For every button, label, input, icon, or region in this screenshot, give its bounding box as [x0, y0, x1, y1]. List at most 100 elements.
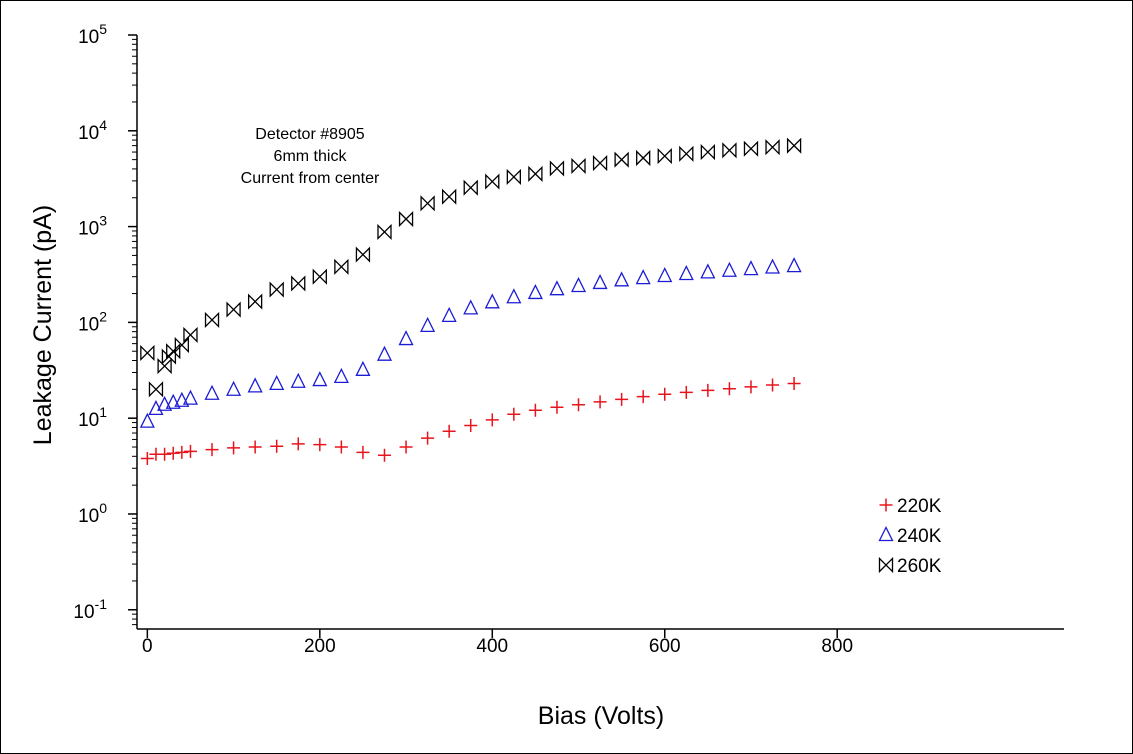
- data-point: [269, 281, 284, 298]
- x-tick-label: 0: [142, 636, 153, 657]
- data-point: [765, 139, 780, 156]
- data-point: [700, 263, 716, 279]
- legend-item-220k: 220K: [879, 496, 942, 517]
- x-tick-label: 600: [649, 636, 681, 657]
- data-point: [766, 378, 780, 392]
- series-260k: [140, 137, 802, 398]
- data-point: [270, 439, 284, 453]
- data-point: [615, 392, 629, 406]
- data-point: [421, 431, 435, 445]
- tick-labels: 0 200 400 600 800 10-1 100 101 102 103 104 105: [73, 21, 853, 657]
- data-point: [205, 443, 219, 457]
- series-240k: [139, 257, 802, 428]
- data-point: [377, 223, 392, 240]
- data-point: [166, 343, 181, 360]
- legend: 220K 240K 260K: [878, 496, 942, 577]
- data-point: [174, 391, 190, 407]
- data-point: [148, 399, 164, 416]
- data-point: [204, 384, 220, 400]
- annotation-line-2: 6mm thick: [274, 148, 348, 165]
- legend-marker-shape: [879, 498, 893, 512]
- data-point: [398, 210, 414, 228]
- data-point: [398, 330, 414, 346]
- legend-label-260k: 260K: [897, 556, 942, 577]
- data-point: [507, 407, 521, 421]
- data-point: [334, 258, 349, 275]
- data-point: [528, 165, 543, 182]
- data-point: [506, 288, 522, 304]
- data-point: [175, 445, 189, 459]
- data-point: [657, 147, 672, 165]
- data-point: [174, 336, 189, 354]
- data-point: [441, 306, 457, 323]
- data-point: [183, 444, 197, 458]
- x-tick-label: 200: [304, 636, 336, 657]
- data-point: [139, 412, 155, 428]
- data-point: [636, 390, 650, 404]
- data-point: [165, 393, 181, 409]
- data-point: [657, 267, 673, 283]
- data-point: [355, 360, 371, 376]
- data-point: [227, 441, 241, 455]
- annotation-line-3: Current from center: [241, 170, 380, 187]
- data-point: [226, 380, 242, 396]
- data-point: [183, 326, 198, 343]
- data-point: [614, 271, 630, 287]
- data-point: [679, 145, 694, 162]
- legend-marker-240k: [878, 526, 894, 542]
- data-point: [420, 316, 436, 333]
- data-point: [420, 195, 435, 212]
- data-point: [593, 395, 607, 409]
- data-point: [787, 377, 801, 391]
- data-point: [678, 265, 694, 281]
- data-point: [269, 374, 285, 391]
- data-point: [463, 299, 479, 315]
- data-point: [700, 143, 716, 161]
- data-point: [636, 149, 651, 167]
- data-point: [248, 440, 262, 454]
- data-point: [290, 372, 306, 388]
- y-tick-label: 104: [78, 117, 107, 144]
- data-point: [204, 311, 220, 329]
- data-point: [572, 398, 586, 412]
- data-point: [140, 451, 154, 465]
- data-point: [679, 385, 693, 399]
- legend-marker-220k: [879, 498, 893, 512]
- data-point: [485, 413, 499, 427]
- annotation-line-1: Detector #8905: [255, 126, 365, 143]
- data-point: [312, 268, 327, 285]
- data-point: [658, 387, 672, 401]
- data-point: [356, 445, 370, 459]
- data-point: [549, 160, 565, 177]
- data-point: [722, 142, 737, 159]
- data-point: [166, 446, 180, 460]
- data-point: [247, 293, 263, 310]
- data-point: [527, 283, 543, 300]
- series-220k: [140, 377, 801, 465]
- data-point: [399, 440, 413, 454]
- ticks: [128, 34, 838, 638]
- data-point: [550, 400, 564, 414]
- data-point: [442, 188, 457, 205]
- data-point: [355, 246, 371, 263]
- data-point: [312, 371, 328, 387]
- data-point: [484, 293, 500, 309]
- data-point: [570, 277, 587, 293]
- y-tick-label: 102: [78, 308, 107, 335]
- data-point: [334, 440, 348, 454]
- data-points: [139, 137, 802, 465]
- legend-item-240k: 240K: [878, 526, 942, 547]
- data-point: [463, 179, 478, 196]
- data-point: [506, 168, 521, 185]
- legend-marker-shape: [878, 556, 894, 574]
- data-point: [157, 395, 173, 411]
- y-tick-label: 100: [78, 500, 107, 527]
- data-point: [744, 380, 758, 394]
- data-point: [743, 260, 759, 276]
- data-point: [743, 140, 759, 157]
- data-point: [140, 344, 155, 361]
- x-tick-label: 400: [476, 636, 508, 657]
- data-point: [148, 381, 164, 398]
